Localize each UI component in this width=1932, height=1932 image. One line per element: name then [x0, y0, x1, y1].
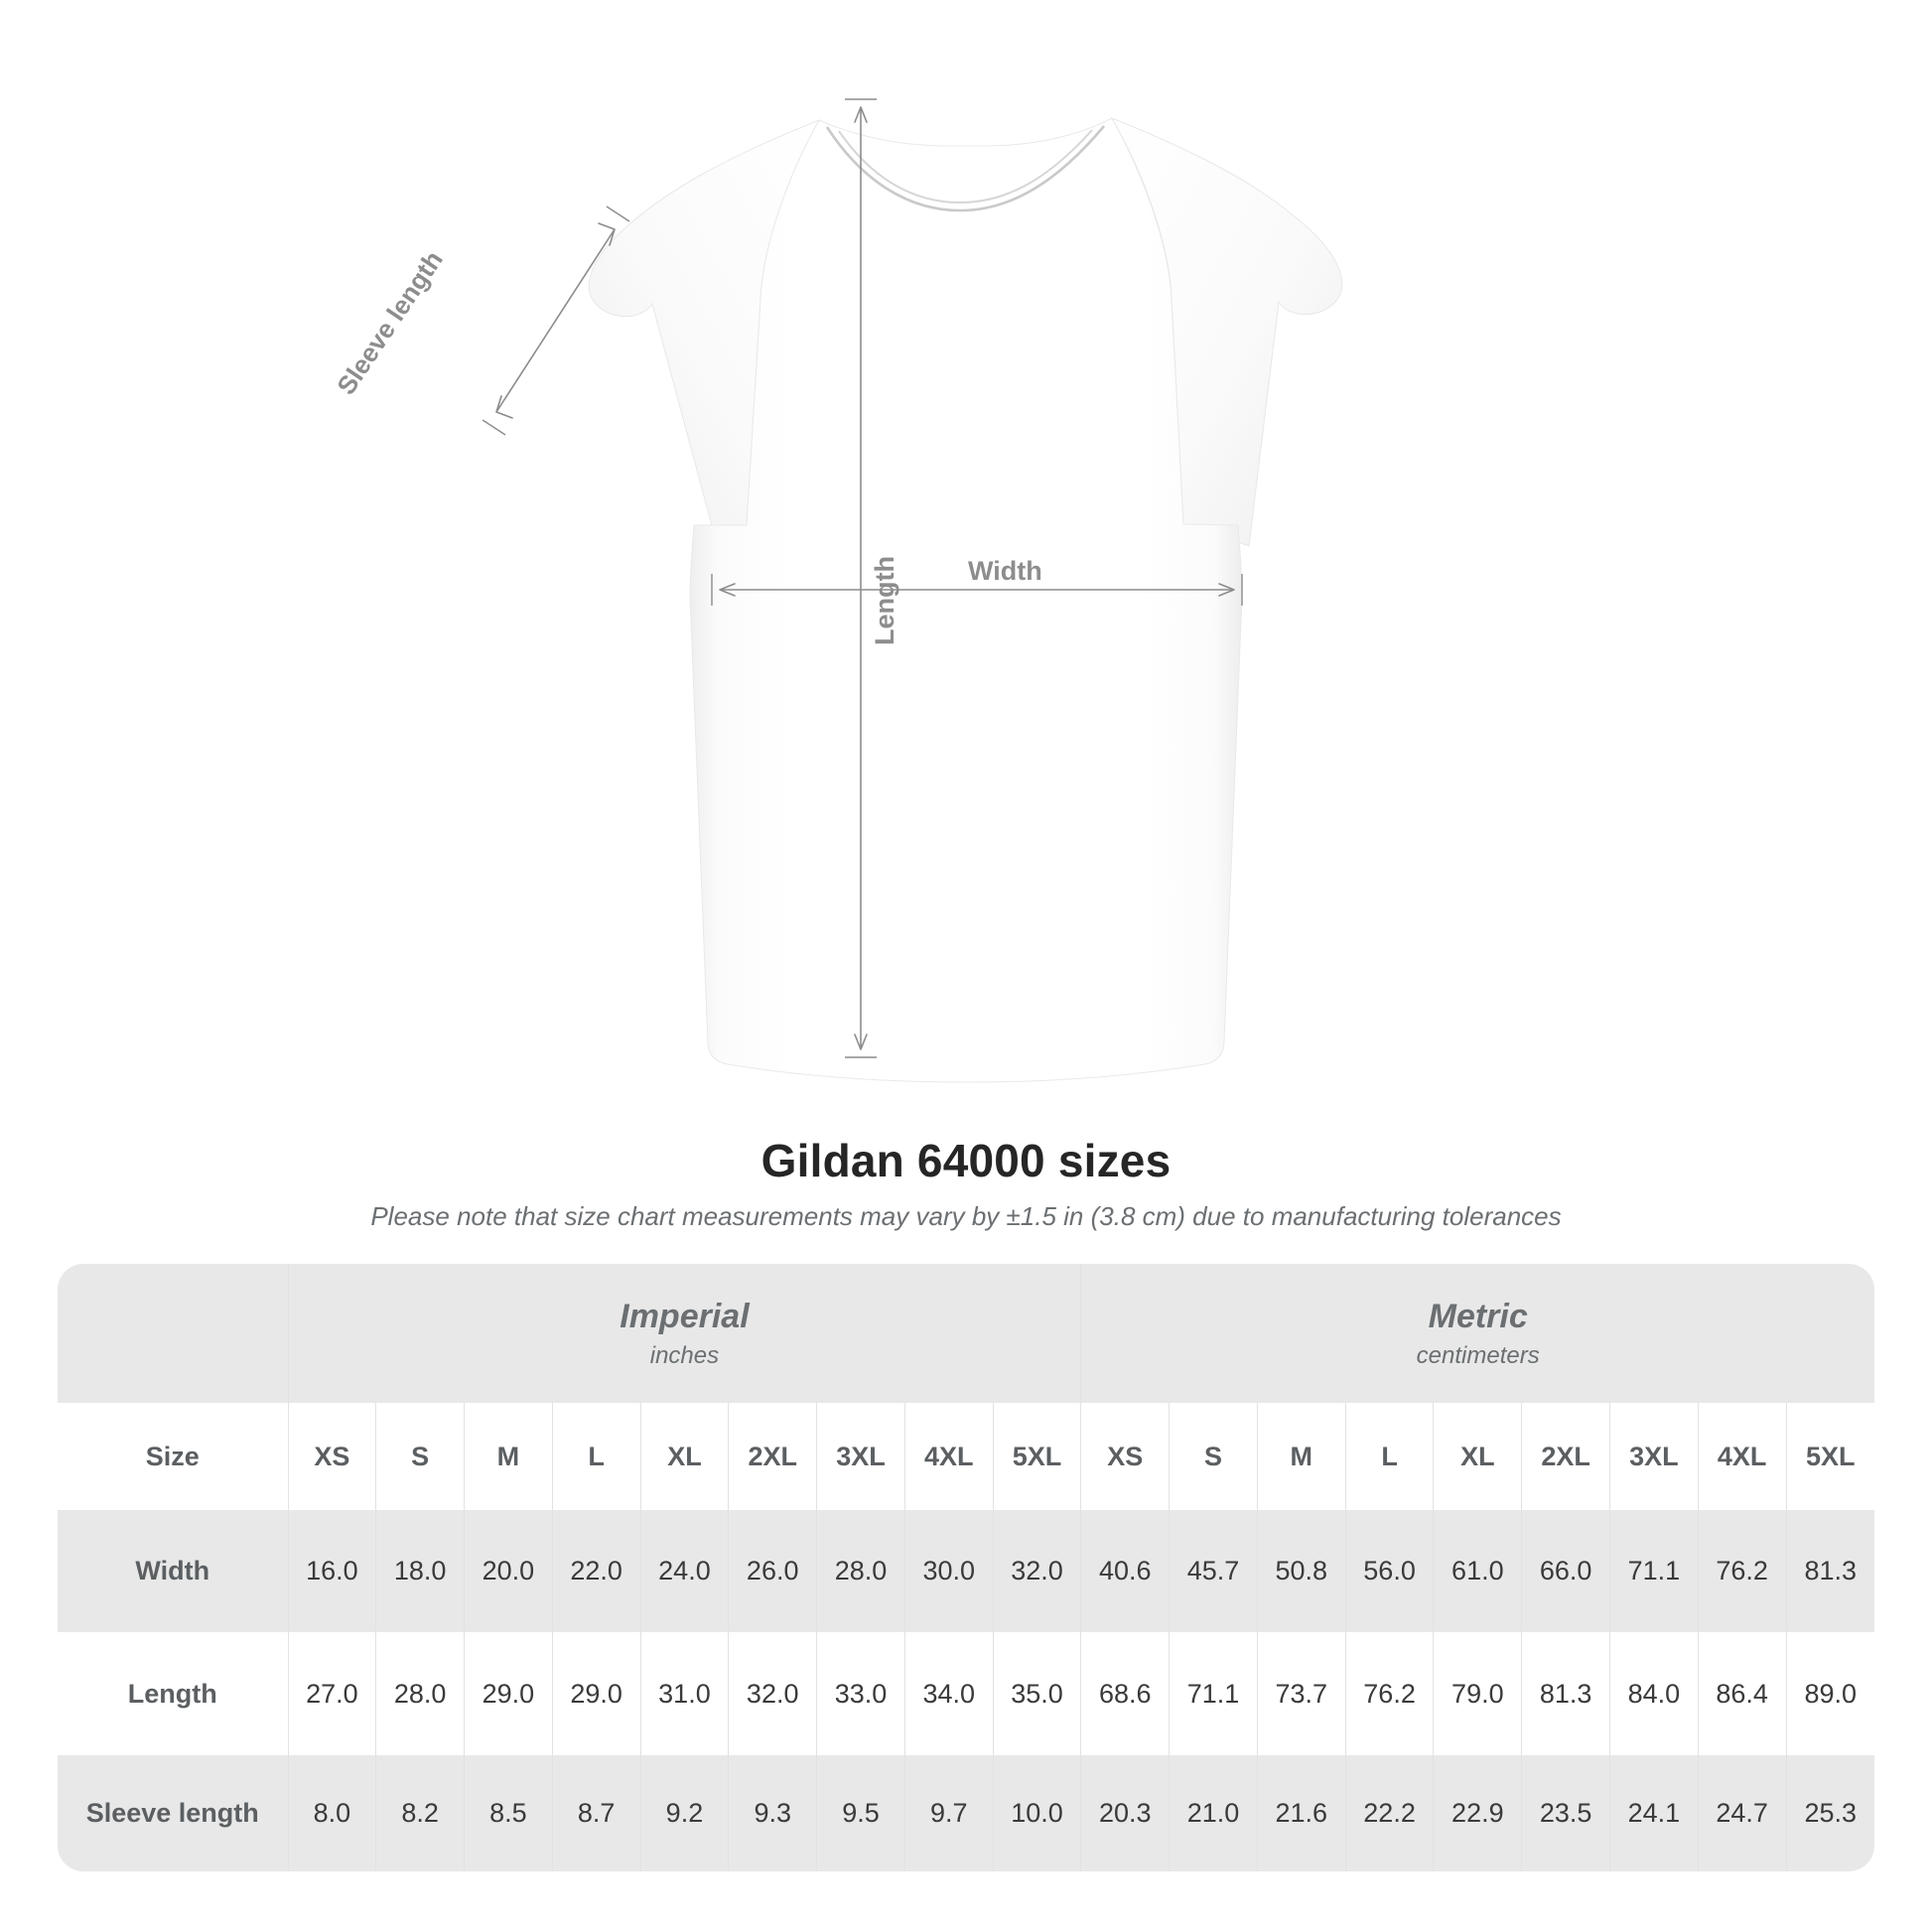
svg-text:Sleeve length: Sleeve length	[331, 245, 449, 400]
svg-text:Width: Width	[968, 556, 1042, 586]
svg-text:Length: Length	[870, 556, 899, 645]
